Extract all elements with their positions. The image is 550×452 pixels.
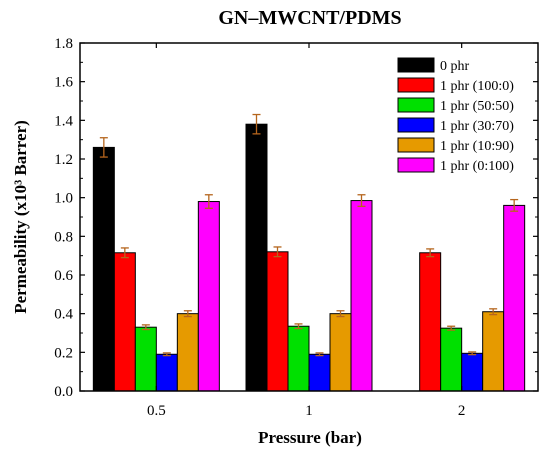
- legend-label: 1 phr (0:100): [440, 159, 514, 174]
- error-bar-3-0.5: [141, 324, 150, 331]
- y-tick-label: 0.4: [54, 307, 73, 323]
- legend-swatch: [397, 137, 435, 153]
- error-bars-layer: [99, 113, 519, 357]
- legend: 0 phr 1 phr (100:0) 1 phr (50:50) 1 phr (30…: [397, 57, 514, 174]
- bar-6-2: [503, 204, 526, 392]
- y-tick-label: 1.0: [54, 191, 73, 207]
- bar-5-0.5: [176, 313, 199, 392]
- error-bar-5-0.5: [183, 310, 192, 318]
- y-axis-title: Permeability (x10³ Barrer): [11, 120, 30, 314]
- error-bar-6-0.5: [204, 194, 213, 209]
- legend-swatch: [397, 157, 435, 173]
- error-bar-2-0.5: [120, 247, 129, 259]
- legend-swatch: [397, 77, 435, 93]
- error-bar-6-1: [357, 194, 366, 208]
- y-axis: 0.0 0.2 0.4 0.6 0.8 1.0 1.2 1.4 1.6 1.8: [54, 36, 538, 400]
- bar-2-2: [419, 252, 442, 392]
- bar-1-0.5: [92, 146, 115, 392]
- error-bar-2-1: [273, 246, 282, 258]
- bar-4-0.5: [155, 353, 178, 392]
- legend-swatch: [397, 97, 435, 113]
- y-tick-label: 0.0: [54, 384, 73, 400]
- bar-3-0.5: [134, 326, 157, 392]
- y-tick-label: 1.6: [54, 75, 73, 91]
- y-tick-label: 1.2: [54, 152, 73, 168]
- legend-label: 1 phr (100:0): [440, 79, 514, 94]
- legend-label: 1 phr (50:50): [440, 99, 514, 114]
- bar-3-1: [287, 325, 310, 392]
- error-bar-1-1: [252, 113, 261, 135]
- error-bar-4-0.5: [162, 352, 171, 357]
- bar-5-1: [329, 313, 352, 392]
- x-tick-label: 0.5: [147, 403, 166, 419]
- legend-label: 1 phr (10:90): [440, 139, 514, 154]
- x-tick-label: 1: [305, 403, 313, 419]
- y-tick-label: 0.2: [54, 345, 73, 361]
- error-bar-4-1: [315, 352, 324, 357]
- legend-label: 1 phr (30:70): [440, 119, 514, 134]
- legend-swatch: [397, 57, 435, 73]
- y-tick-label: 0.6: [54, 268, 73, 284]
- x-axis-title: Pressure (bar): [258, 428, 362, 447]
- legend-swatch: [397, 117, 435, 133]
- bar-2-0.5: [113, 252, 136, 392]
- bars-layer: [92, 123, 526, 392]
- error-bar-3-1: [294, 323, 303, 330]
- bar-3-2: [440, 327, 463, 392]
- y-tick-label: 1.4: [54, 113, 73, 129]
- y-tick-label: 1.8: [54, 36, 73, 52]
- y-tick-label: 0.8: [54, 229, 73, 245]
- chart-title: GN–MWCNT/PDMS: [218, 7, 401, 29]
- bar-2-1: [266, 251, 289, 392]
- x-axis: 0.5 1 2: [147, 43, 465, 419]
- legend-label: 0 phr: [440, 59, 470, 74]
- error-bar-6-2: [510, 198, 519, 212]
- error-bar-5-1: [336, 310, 345, 318]
- bar-4-2: [461, 352, 484, 392]
- bar-5-2: [482, 311, 505, 392]
- error-bar-5-2: [489, 308, 498, 316]
- error-bar-1-0.5: [99, 137, 108, 158]
- bar-6-1: [350, 200, 373, 392]
- bar-4-1: [308, 353, 331, 392]
- bar-6-0.5: [197, 201, 220, 392]
- error-bar-4-2: [468, 351, 477, 356]
- bar-1-1: [245, 123, 268, 392]
- error-bar-3-2: [447, 325, 456, 331]
- error-bar-2-2: [426, 248, 435, 258]
- x-tick-label: 2: [458, 403, 466, 419]
